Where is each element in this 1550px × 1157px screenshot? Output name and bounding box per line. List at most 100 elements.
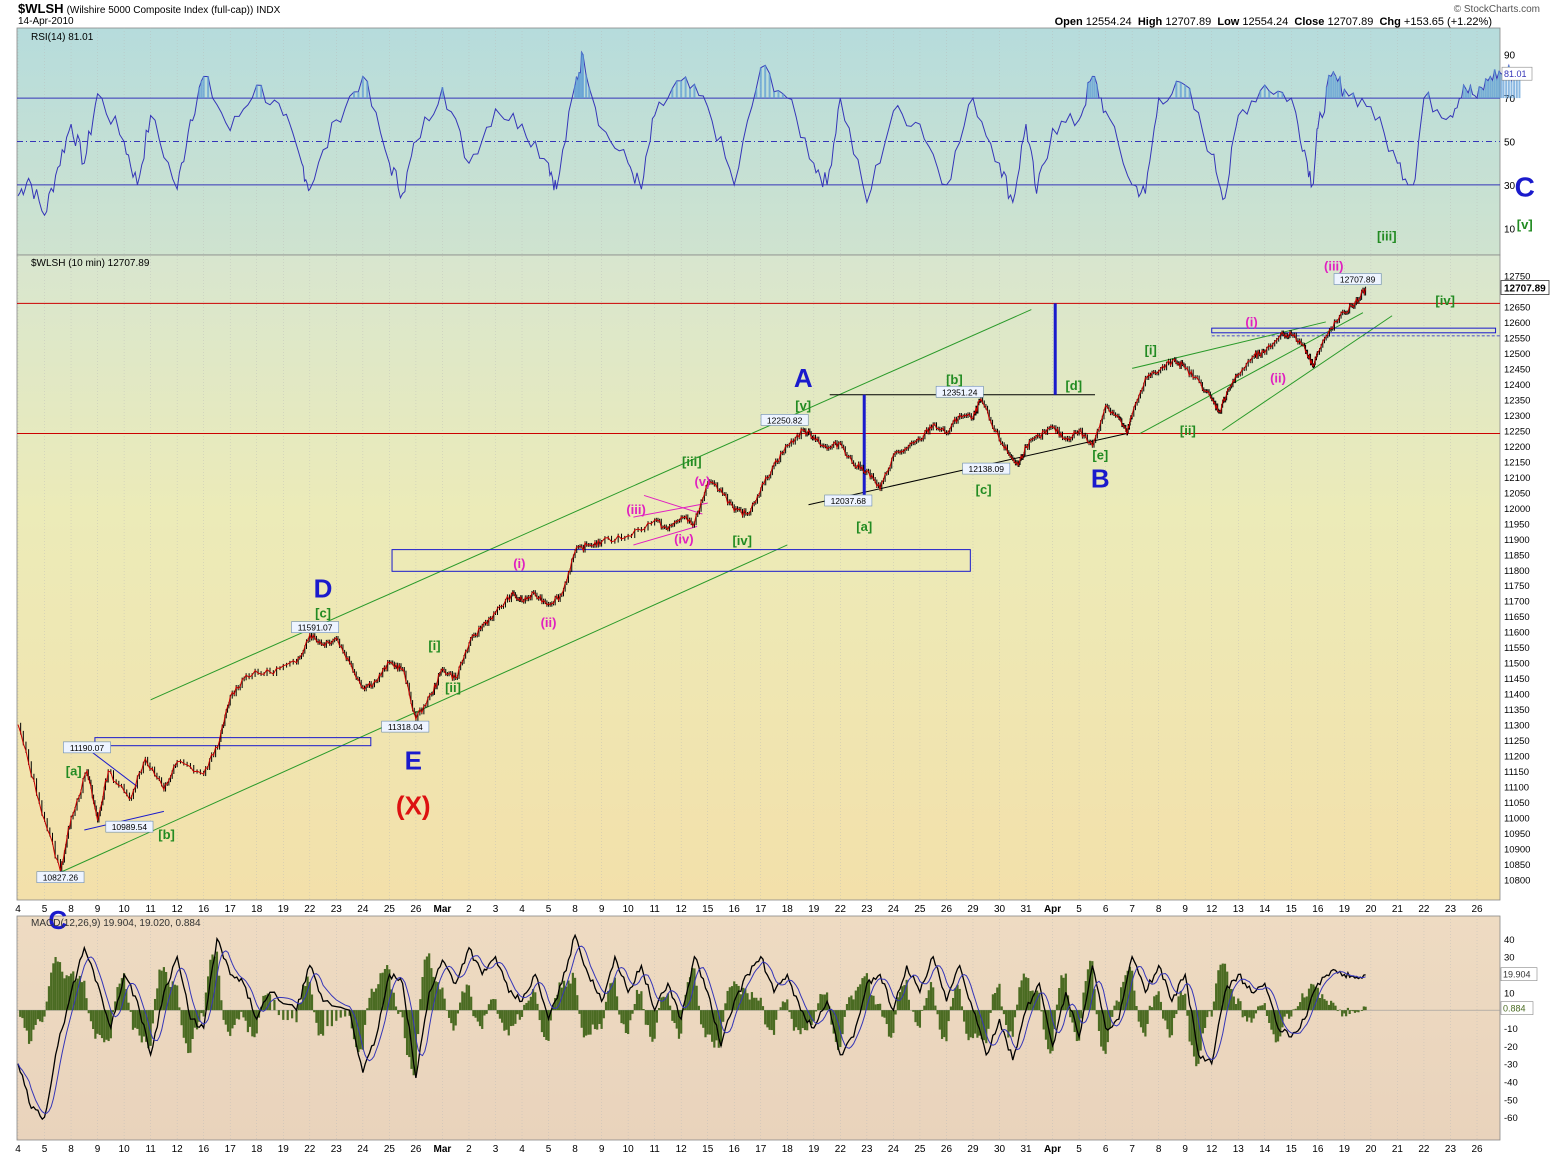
- x-tick-label: 31: [1020, 904, 1032, 915]
- macd-current-value: 19.904: [1503, 970, 1531, 980]
- close-label: Close: [1294, 16, 1325, 28]
- x-tick-label: 15: [1286, 904, 1298, 915]
- price-tick-label: 12400: [1504, 380, 1530, 391]
- x-tick-label: 24: [357, 1144, 369, 1155]
- price-tick-label: 11150: [1504, 767, 1529, 778]
- value-tag-box: [36, 871, 85, 883]
- value-tag-box: [1333, 273, 1382, 285]
- price-tick-label: 12450: [1504, 364, 1530, 375]
- header-title: $WLSH (Wilshire 5000 Composite Index (fu…: [18, 1, 280, 16]
- x-tick-label: 4: [519, 904, 525, 915]
- price-tick-label: 12000: [1504, 504, 1530, 515]
- x-tick-label: 17: [755, 904, 767, 915]
- rsi-label: RSI(14) 81.01: [31, 32, 94, 43]
- wave-label: (X): [396, 790, 431, 820]
- wave-label: [b]: [946, 372, 963, 387]
- x-tick-label: 26: [1471, 1144, 1483, 1155]
- wave-label: (i): [513, 556, 525, 571]
- wave-label: [iv]: [732, 533, 752, 548]
- x-tick-label: 14: [1259, 1144, 1271, 1155]
- macd-tick-label: -60: [1504, 1113, 1518, 1124]
- wave-label: (v): [694, 474, 710, 489]
- x-tick-label: 9: [599, 904, 605, 915]
- price-tick-label: 12250: [1504, 426, 1530, 437]
- x-tick-label: 15: [702, 904, 714, 915]
- x-tick-label: 21: [1392, 904, 1404, 915]
- x-tick-label: 7: [1129, 1144, 1135, 1155]
- x-tick-label: 17: [225, 904, 237, 915]
- wave-label: A: [794, 363, 813, 393]
- x-tick-label: 26: [1471, 904, 1483, 915]
- wave-label: [v]: [795, 398, 811, 413]
- wave-label: [c]: [315, 606, 331, 621]
- price-tick-label: 11600: [1504, 628, 1530, 639]
- value-tag-box: [63, 741, 111, 754]
- x-tick-label: 11: [649, 1144, 660, 1155]
- x-tick-label: 18: [782, 904, 794, 915]
- x-tick-label: 24: [888, 904, 900, 915]
- exchange: INDX: [256, 5, 281, 16]
- x-tick-label: 14: [1259, 904, 1271, 915]
- macd-label: MACD(12,26,9) 19.904, 19.020, 0.884: [31, 918, 201, 929]
- macd-tick-label: 30: [1504, 953, 1515, 964]
- rsi-tick-label: 90: [1504, 51, 1516, 62]
- wave-label: D: [314, 573, 333, 603]
- x-tick-label: 19: [1339, 904, 1351, 915]
- x-tick-label: 7: [1129, 904, 1135, 915]
- price-line: [17, 288, 1367, 872]
- x-tick-label: 30: [994, 904, 1006, 915]
- x-tick-label: 24: [888, 1144, 900, 1155]
- x-tick-label: 4: [15, 1144, 21, 1155]
- x-tick-label: 19: [808, 1144, 820, 1155]
- price-tick-label: 12600: [1504, 318, 1530, 329]
- macd-tick-label: -40: [1504, 1078, 1518, 1089]
- value-tag-box: [291, 621, 340, 633]
- x-tick-label: 3: [493, 904, 499, 915]
- price-tick-label: 11400: [1504, 690, 1530, 701]
- macd-tick-label: -30: [1504, 1060, 1518, 1071]
- x-tick-label: 15: [1286, 1144, 1298, 1155]
- x-tick-label: 5: [1076, 1144, 1082, 1155]
- x-tick-label: 11: [145, 904, 156, 915]
- high-label: High: [1137, 16, 1163, 28]
- x-tick-label: 18: [251, 904, 263, 915]
- x-tick-label: 15: [702, 1144, 714, 1155]
- x-tick-label: 12: [1206, 904, 1218, 915]
- macd-line: [17, 933, 1366, 1121]
- x-tick-label: 5: [546, 1144, 552, 1155]
- value-tag: 10827.26: [43, 873, 79, 883]
- value-tag: 11190.07: [70, 743, 104, 753]
- price-tick-label: 12150: [1504, 457, 1530, 468]
- x-tick-label: 10: [623, 1144, 635, 1155]
- x-tick-label: 23: [861, 904, 873, 915]
- x-tick-label: 9: [95, 904, 101, 915]
- triangle-line: [643, 494, 703, 515]
- watermark: © StockCharts.com: [1453, 4, 1540, 15]
- value-tag-box: [760, 414, 809, 426]
- x-tick-label: 19: [808, 904, 820, 915]
- x-tick-label: 29: [967, 904, 979, 915]
- x-tick-label: 26: [941, 1144, 953, 1155]
- x-tick-label: 30: [994, 1144, 1006, 1155]
- value-tag: 10989.54: [112, 822, 148, 832]
- price-tick-label: 12200: [1504, 442, 1530, 453]
- x-tick-label: 20: [1365, 1144, 1377, 1155]
- x-tick-label: 26: [410, 1144, 422, 1155]
- x-tick-label: 31: [1020, 1144, 1032, 1155]
- index-name: (Wilshire 5000 Composite Index (full-cap…: [66, 5, 254, 16]
- trend-channel-line: [150, 309, 1032, 701]
- price-tick-label: 11850: [1504, 550, 1530, 561]
- chg-value: +153.65 (+1.22%): [1403, 16, 1492, 28]
- value-tag-box: [824, 494, 873, 507]
- x-tick-label: 8: [572, 1144, 578, 1155]
- wave-label: [e]: [1092, 448, 1108, 463]
- x-tick-label: 11: [145, 1144, 156, 1155]
- price-tick-label: 11700: [1504, 597, 1530, 608]
- x-tick-label: 20: [1365, 904, 1377, 915]
- x-tick-label: 24: [357, 904, 369, 915]
- x-tick-label: Mar: [434, 1144, 452, 1155]
- price-tick-label: 12750: [1504, 271, 1530, 282]
- low-label: Low: [1217, 16, 1240, 28]
- macd-current-box: [1500, 967, 1538, 981]
